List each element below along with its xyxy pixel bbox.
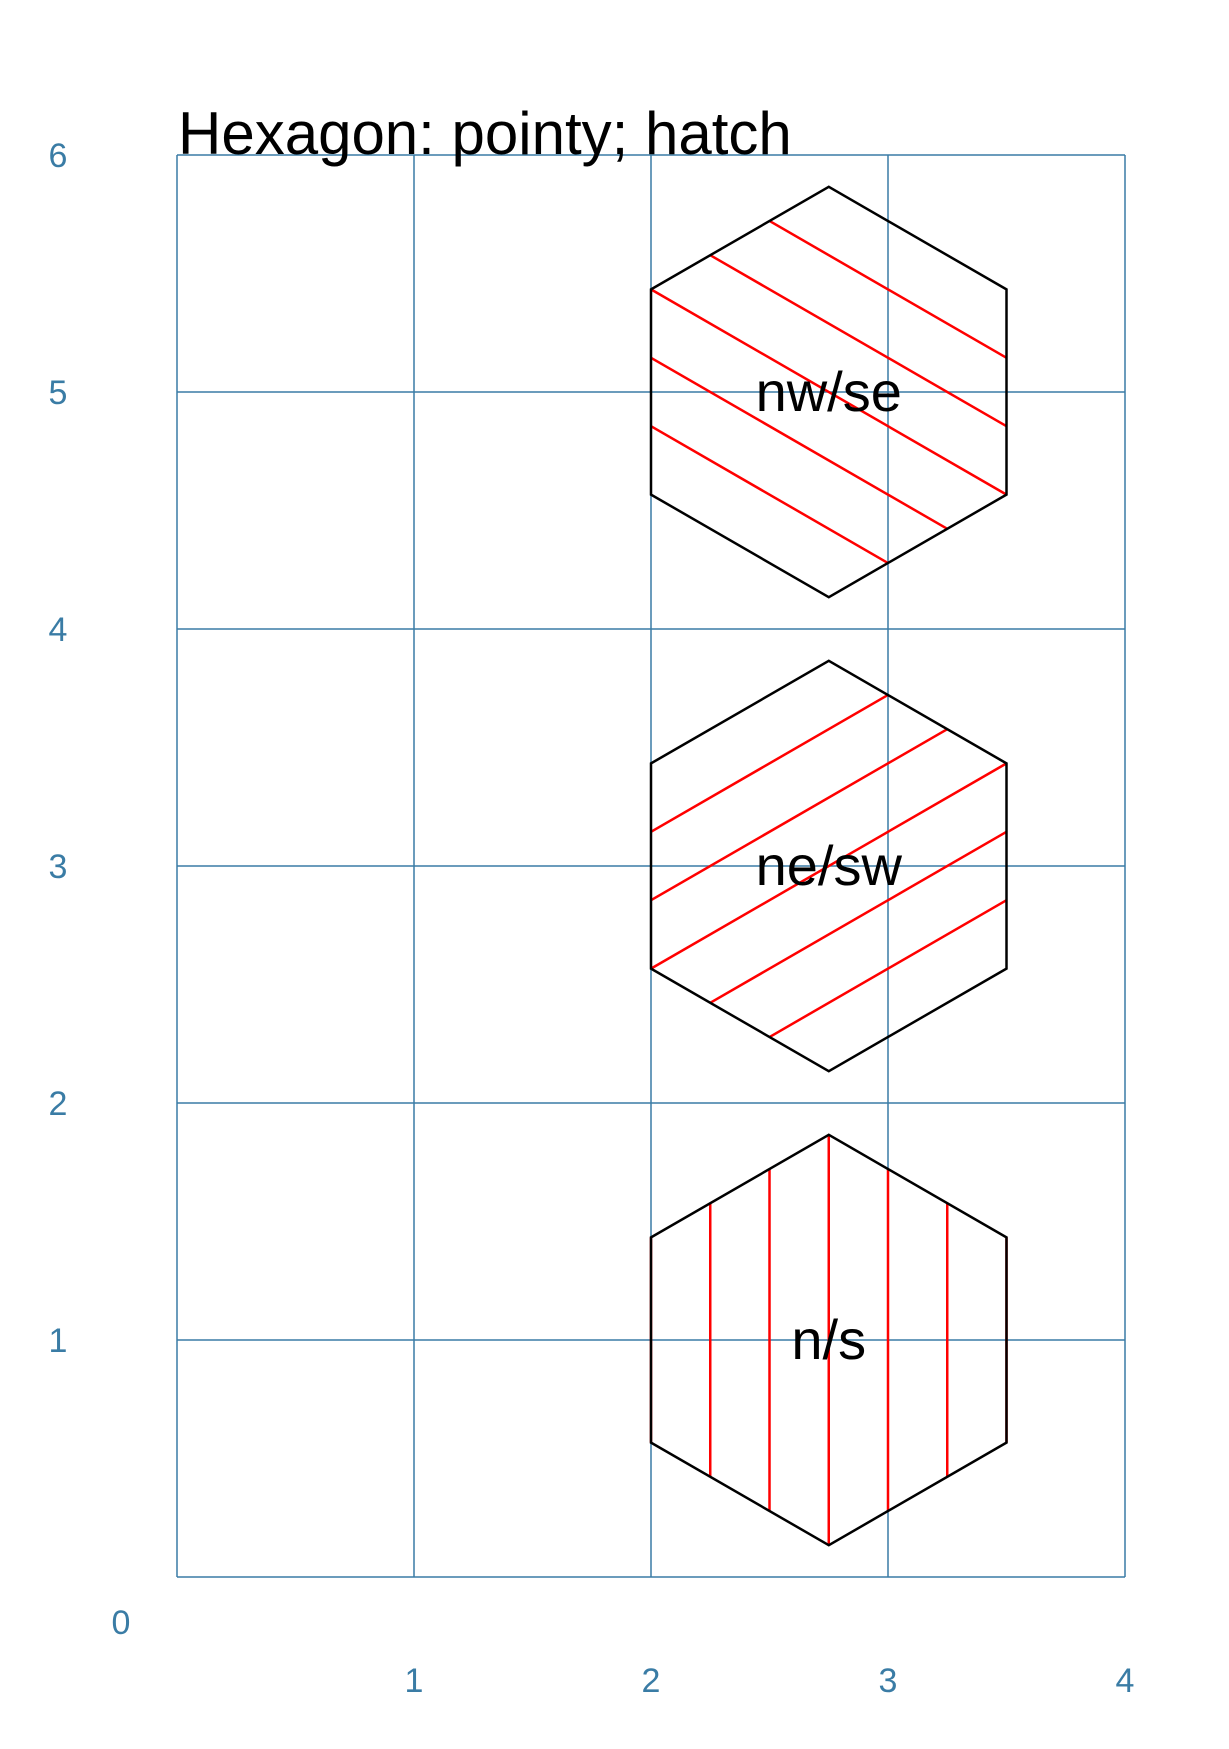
- y-tick-label: 3: [49, 848, 68, 886]
- diagram-title: Hexagon: pointy; hatch: [178, 100, 792, 167]
- axis-origin-label: 0: [112, 1604, 131, 1642]
- hatch-line: [650, 425, 889, 565]
- hatch-line: [709, 830, 1008, 1004]
- hatch-line: [650, 288, 1008, 496]
- hatch-line: [768, 219, 1008, 359]
- hexagon: nw/se: [649, 185, 1008, 599]
- hexagon: n/s: [649, 1133, 1008, 1547]
- y-tick-label: 1: [49, 1322, 68, 1360]
- y-tick-label: 4: [49, 611, 68, 649]
- hexagon-label: nw/se: [756, 360, 902, 423]
- hexagon-label: ne/sw: [756, 834, 903, 897]
- axis-labels: 0 1 2 3 4 1 2 3 4 5 6: [49, 137, 1135, 1700]
- x-tick-label: 3: [879, 1662, 898, 1700]
- hexagon-outline: [649, 659, 1008, 1073]
- y-tick-label: 2: [49, 1085, 68, 1123]
- hatch-line: [650, 693, 889, 833]
- y-tick-label: 5: [49, 374, 68, 412]
- hexagon-outline: [649, 185, 1008, 599]
- hatch-line: [768, 899, 1008, 1039]
- x-tick-label: 2: [642, 1662, 661, 1700]
- hatch-line: [709, 254, 1008, 428]
- hexagon: ne/sw: [649, 659, 1008, 1073]
- hatch-line: [650, 356, 948, 530]
- hexagon-layer: nw/se ne/sw n/s: [649, 185, 1008, 1547]
- hexagon-outline: [649, 1133, 1008, 1547]
- hexagon-label: n/s: [791, 1308, 866, 1371]
- hatch-line: [650, 762, 1008, 970]
- x-tick-label: 4: [1116, 1662, 1135, 1700]
- y-tick-label: 6: [49, 137, 68, 175]
- hatch-line: [650, 728, 948, 902]
- x-tick-label: 1: [405, 1662, 424, 1700]
